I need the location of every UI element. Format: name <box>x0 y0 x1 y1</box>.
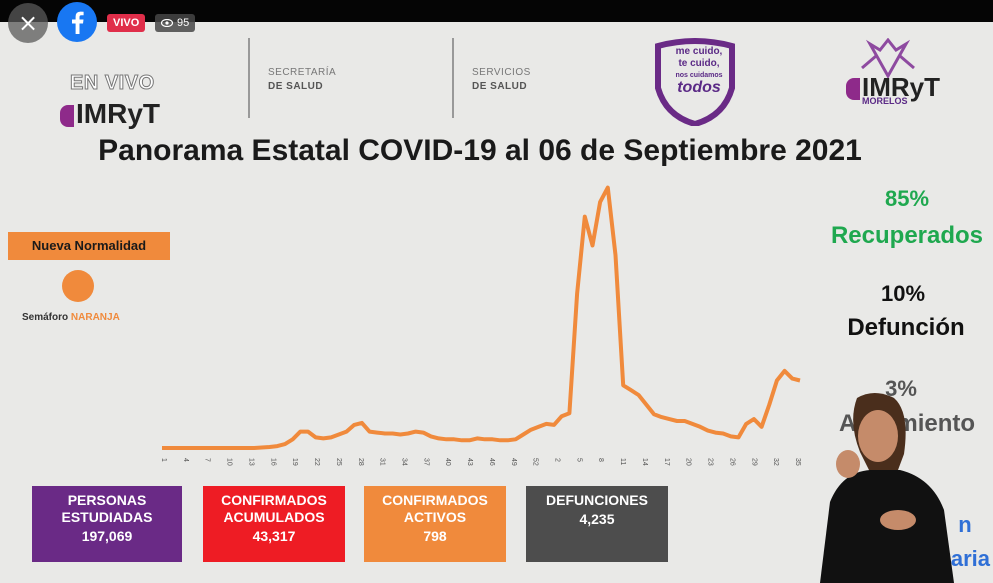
x-tick-label: 26 <box>728 458 735 466</box>
x-tick-label: 46 <box>488 458 495 466</box>
x-tick-label: 13 <box>247 458 254 466</box>
de-salud-text-2: DE SALUD <box>472 81 528 92</box>
divider <box>452 38 454 118</box>
campaign-line: nos cuidamos <box>675 72 723 79</box>
x-tick-label: 7 <box>204 458 211 462</box>
campaign-line: te cuido, <box>678 58 720 69</box>
semaforo-label: Semáforo NARANJA <box>22 312 120 323</box>
semaforo-dot-icon <box>62 270 94 302</box>
card-label: PERSONAS ESTUDIADAS <box>61 492 153 525</box>
video-top-bar <box>0 0 993 22</box>
x-tick-label: 34 <box>400 458 407 466</box>
card-personas-estudiadas: PERSONAS ESTUDIADAS 197,069 <box>32 486 182 562</box>
x-tick-label: 19 <box>291 458 298 466</box>
x-tick-label: 31 <box>379 458 386 466</box>
card-confirmados-acumulados: CONFIRMADOS ACUMULADOS 43,317 <box>203 486 345 562</box>
interpreter-person-image <box>820 393 954 583</box>
x-tick-label: 14 <box>641 458 648 466</box>
card-label: CONFIRMADOS ACTIVOS <box>382 492 488 525</box>
x-tick-label: 11 <box>619 458 626 465</box>
viewer-count: 95 <box>177 17 190 29</box>
close-button[interactable]: × <box>8 3 48 43</box>
defuncion-pct: 10% <box>880 281 926 306</box>
facebook-icon[interactable] <box>57 2 97 42</box>
imryt-mark-icon <box>846 78 860 101</box>
card-value: 197,069 <box>81 528 133 544</box>
imryt-logo-text: IMRyT <box>76 98 160 129</box>
x-tick-label: 20 <box>685 458 692 466</box>
x-tick-label: 5 <box>575 458 582 462</box>
x-tick-label: 28 <box>357 458 364 466</box>
eye-icon <box>161 19 173 27</box>
x-tick-label: 52 <box>532 458 539 466</box>
en-vivo-label: EN VIVO <box>70 72 155 95</box>
x-tick-label: 17 <box>663 458 670 466</box>
x-tick-label: 49 <box>510 458 517 466</box>
imryt-mark-icon <box>60 104 74 127</box>
x-tick-label: 25 <box>335 458 342 466</box>
servicios-logo: SERVICIOS DE SALUD <box>472 66 531 94</box>
x-tick-label: 40 <box>444 458 451 466</box>
card-confirmados-activos: CONFIRMADOS ACTIVOS 798 <box>364 486 506 562</box>
close-icon: × <box>17 9 39 37</box>
x-tick-label: 29 <box>750 458 757 466</box>
x-tick-label: 43 <box>466 458 473 466</box>
x-tick-label: 2 <box>554 458 561 462</box>
card-value: 43,317 <box>252 528 296 544</box>
hospitalizacion-label-1: n <box>958 512 972 537</box>
defuncion-label: Defunción <box>847 314 965 341</box>
divider <box>248 38 250 118</box>
card-defunciones: DEFUNCIONES 4,235 <box>526 486 668 562</box>
semaforo-text: Semáforo <box>22 312 69 323</box>
x-tick-label: 32 <box>772 458 779 466</box>
card-value: 798 <box>423 528 447 544</box>
imryt-logo-text: IMRyT <box>862 72 940 102</box>
imryt-logo-left: IMRyT <box>60 98 160 130</box>
card-label: DEFUNCIONES <box>546 492 648 508</box>
nueva-normalidad-badge: Nueva Normalidad <box>8 232 170 260</box>
imryt-logo-right: IMRyT <box>846 72 940 103</box>
secretaria-logo: SECRETARÍA DE SALUD <box>268 66 336 94</box>
page-title: Panorama Estatal COVID-19 al 06 de Septi… <box>98 134 862 167</box>
card-label: CONFIRMADOS ACUMULADOS <box>221 492 327 525</box>
x-tick-label: 8 <box>597 458 604 462</box>
viewer-count-badge: 95 <box>155 14 196 32</box>
flower-icon <box>861 38 915 78</box>
x-tick-label: 16 <box>269 458 276 466</box>
recuperados-pct: 85% <box>884 186 930 211</box>
semaforo-color-text: NARANJA <box>70 312 120 323</box>
card-value: 4,235 <box>579 511 615 527</box>
x-tick-label: 4 <box>182 458 189 462</box>
campaign-line: me cuido, <box>675 46 723 57</box>
x-tick-label: 23 <box>707 458 714 466</box>
secretaria-text: SECRETARÍA <box>268 67 337 78</box>
x-tick-label: 35 <box>794 458 801 466</box>
line-chart: 1 4 7 10 13 16 19 22 25 28 31 34 37 40 43 46 49 52 2 5 8 11 14… <box>160 185 801 466</box>
x-tick-label: 22 <box>313 458 320 466</box>
live-badge: VIVO <box>107 14 146 32</box>
de-salud-text: DE SALUD <box>268 81 324 92</box>
morelos-text: MORELOS <box>862 96 908 106</box>
facebook-logo-icon <box>72 11 84 34</box>
recuperados-label: Recuperados <box>830 222 984 249</box>
servicios-text: SERVICIOS <box>472 67 531 78</box>
campaign-line: todos <box>677 79 721 96</box>
x-tick-label: 37 <box>422 458 429 466</box>
series-line <box>162 185 801 450</box>
shield-icon <box>655 38 735 126</box>
x-tick-label: 1 <box>160 458 167 462</box>
campaign-logo: me cuido, te cuido, nos cuidamos todos <box>668 46 730 96</box>
x-tick-label: 10 <box>226 458 233 466</box>
